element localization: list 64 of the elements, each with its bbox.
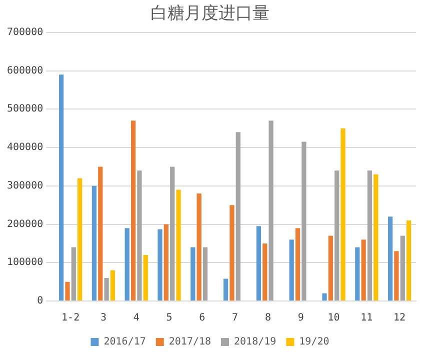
bar <box>355 247 360 300</box>
x-tick-label: 1-2 <box>62 312 80 324</box>
bar <box>295 228 300 300</box>
chart-title: 白糖月度进口量 <box>150 4 270 24</box>
y-tick-label: 400000 <box>7 142 44 154</box>
bar <box>104 278 109 300</box>
legend-label: 2017/18 <box>168 336 212 348</box>
bar <box>322 293 327 300</box>
y-tick-label: 600000 <box>7 65 44 76</box>
bar <box>302 142 306 300</box>
bar <box>98 166 103 300</box>
bar <box>328 236 333 300</box>
x-tick-label: 6 <box>199 312 206 324</box>
bar <box>289 240 294 300</box>
bar <box>143 254 148 300</box>
bar <box>230 205 234 300</box>
bar <box>374 174 378 300</box>
bar <box>400 236 405 300</box>
y-tick-label: 200000 <box>7 218 44 230</box>
bar <box>236 132 240 300</box>
bar <box>158 229 162 300</box>
bar <box>388 216 393 300</box>
bar <box>170 166 175 300</box>
bar <box>262 243 268 300</box>
bar <box>361 240 366 300</box>
y-tick-label: 100000 <box>7 257 44 268</box>
bar <box>196 194 202 300</box>
bar <box>202 247 208 300</box>
bar <box>334 170 340 300</box>
y-tick-label: 700000 <box>7 26 44 38</box>
bar <box>110 270 116 300</box>
bar <box>137 170 142 300</box>
x-tick-label: 4 <box>133 312 140 324</box>
legend-label: 2018/19 <box>234 336 276 348</box>
x-tick-label: 8 <box>264 312 271 324</box>
bar <box>65 282 70 300</box>
y-tick-label: 500000 <box>7 104 44 115</box>
x-tick-label: 12 <box>394 312 406 324</box>
x-tick-label: 3 <box>100 312 106 324</box>
y-tick-label: 0 <box>37 296 44 307</box>
bar <box>130 120 136 300</box>
y-tick-label: 300000 <box>7 180 44 192</box>
bar <box>124 228 130 300</box>
bar <box>92 186 97 300</box>
bar <box>256 226 262 300</box>
bar <box>406 220 412 300</box>
bar <box>78 178 82 300</box>
bar <box>223 278 228 300</box>
x-tick-label: 7 <box>232 312 238 324</box>
bar <box>59 74 64 300</box>
bar <box>394 251 399 300</box>
bar <box>176 190 181 300</box>
bar <box>71 247 76 300</box>
x-tick-label: 10 <box>328 312 340 324</box>
bar <box>340 128 346 300</box>
x-tick-label: 11 <box>360 312 373 324</box>
x-tick-label: 9 <box>298 312 304 324</box>
legend-label: 2016/17 <box>104 336 146 348</box>
bar <box>268 120 274 300</box>
x-tick-label: 5 <box>166 312 172 324</box>
bar <box>190 247 196 300</box>
legend-label: 19/20 <box>299 336 330 348</box>
bar <box>164 224 168 300</box>
bar <box>367 170 372 300</box>
